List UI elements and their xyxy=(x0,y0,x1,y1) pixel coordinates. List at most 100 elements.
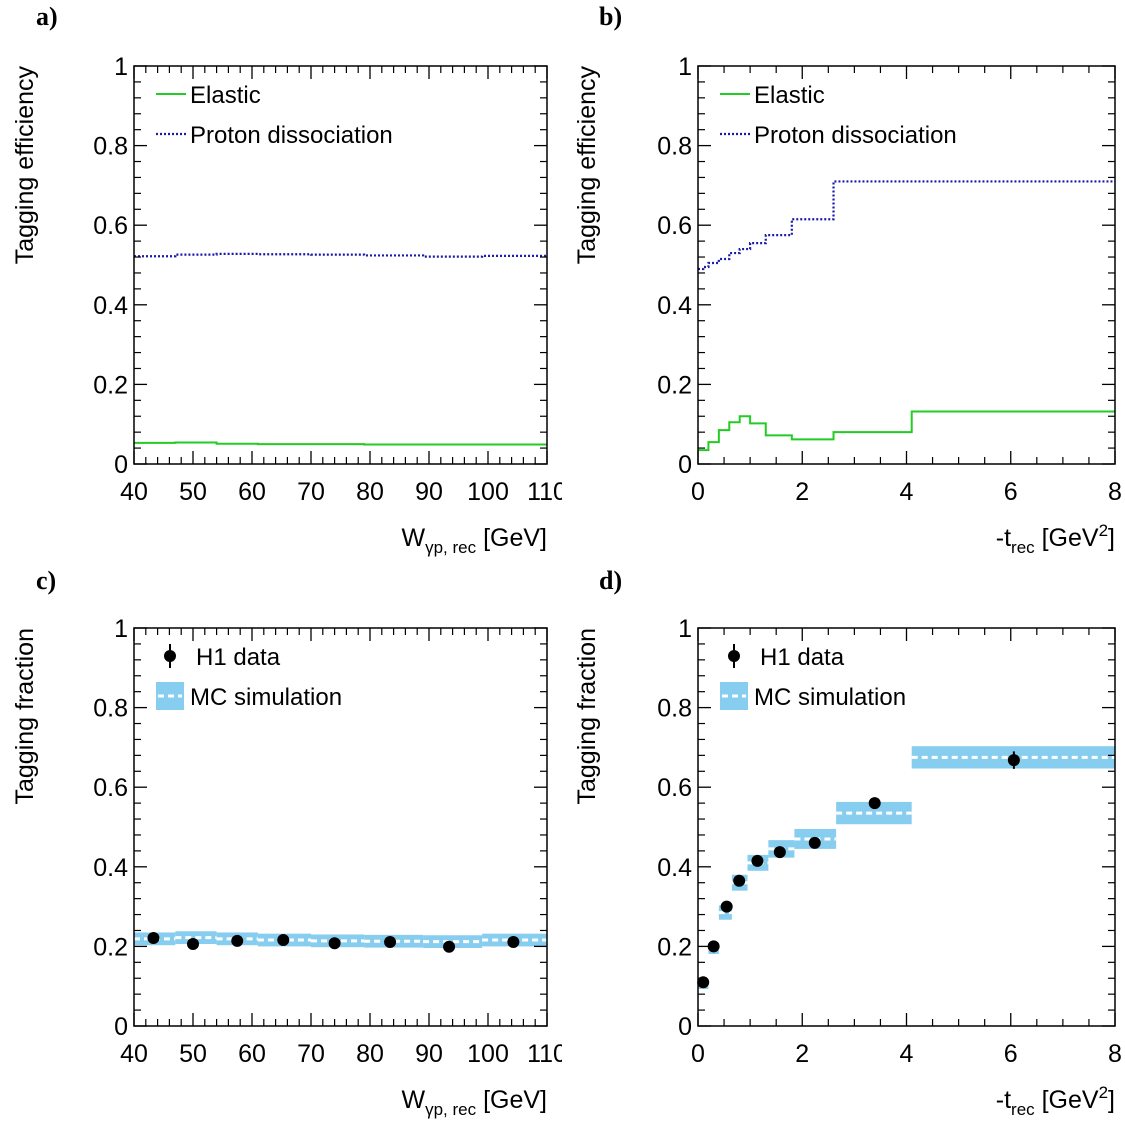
x-tick-label: 60 xyxy=(238,1040,266,1068)
elastic-histogram xyxy=(134,441,547,446)
x-tick-label: 8 xyxy=(1108,478,1122,506)
elastic-histogram xyxy=(698,410,1115,452)
y-axis-title: Tagging efficiency xyxy=(11,66,39,265)
x-tick-label: 50 xyxy=(179,478,207,506)
data-point xyxy=(187,938,199,951)
x-axis-title: -trec [GeV2] xyxy=(996,1083,1115,1119)
plot-area xyxy=(134,252,547,446)
panel-c: c) 0 0.2 0.4 0.6 0.8 1 40 50 60 70 80 90 100 110 Taggi… xyxy=(0,560,562,1123)
x-tick-label: 4 xyxy=(900,478,914,506)
data-point xyxy=(751,854,764,867)
proton-dissociation-histogram xyxy=(134,252,547,258)
y-tick-label: 0.6 xyxy=(93,774,128,802)
x-tick-label: 8 xyxy=(1108,1040,1122,1068)
x-axis-title: Wγp, rec [GeV] xyxy=(401,524,547,557)
panel-b: b) 0 0.2 0.4 0.6 0.8 1 0 2 4 6 8 Tagging efficiency… xyxy=(562,0,1125,560)
x-axis-title-unit: [GeV xyxy=(1035,524,1099,552)
data-point xyxy=(384,936,397,949)
x-tick-label: 70 xyxy=(297,478,325,506)
x-tick-label: 80 xyxy=(356,1040,384,1068)
x-tick-label: 2 xyxy=(795,478,809,506)
axis-ticks xyxy=(697,627,1116,1027)
x-axis-title-subscript: rec xyxy=(1011,1100,1035,1119)
y-tick-label: 0.6 xyxy=(93,212,128,240)
x-axis-title-subscript: γp, rec xyxy=(425,1100,477,1119)
y-tick-label: 0.2 xyxy=(657,933,692,961)
legend-data-marker xyxy=(728,650,740,662)
x-tick-label: 100 xyxy=(467,478,509,506)
x-axis-title-unit: [GeV] xyxy=(476,1086,547,1114)
x-axis-title-unit: [GeV] xyxy=(476,524,547,552)
data-point xyxy=(277,934,290,947)
data-point xyxy=(697,976,710,989)
legend-pdiss-label: Proton dissociation xyxy=(190,122,393,149)
y-tick-label: 0 xyxy=(114,451,128,479)
y-tick-label: 0 xyxy=(114,1013,128,1041)
panel-d: d) 0 0.2 0.4 0.6 0.8 1 0 2 4 6 8 Tagging fraction -t… xyxy=(562,560,1125,1123)
x-tick-label: 70 xyxy=(297,1040,325,1068)
legend-data-label: H1 data xyxy=(760,644,845,671)
x-tick-label: 100 xyxy=(467,1040,509,1068)
x-tick-label: 40 xyxy=(120,478,148,506)
x-tick-label: 0 xyxy=(691,1040,705,1068)
x-axis-title: -trec [GeV2] xyxy=(996,521,1115,557)
x-axis-title-subscript: γp, rec xyxy=(425,538,477,557)
data-point xyxy=(328,937,341,950)
data-point xyxy=(720,900,733,913)
y-tick-label: 1 xyxy=(678,53,692,81)
x-axis-title-unit: [GeV xyxy=(1035,1086,1099,1114)
data-point xyxy=(733,874,746,887)
chart-d: 0 0.2 0.4 0.6 0.8 1 0 2 4 6 8 Tagging fraction -trec… xyxy=(573,615,1122,1119)
panel-b-letter: b) xyxy=(599,2,623,31)
y-tick-label: 0.2 xyxy=(93,371,128,399)
x-tick-label: 0 xyxy=(691,478,705,506)
y-tick-label: 0.4 xyxy=(93,292,128,320)
plot-frame xyxy=(133,627,548,1027)
legend-data-marker xyxy=(164,650,176,662)
x-axis-title-main: W xyxy=(401,1086,425,1114)
legend-pdiss-label: Proton dissociation xyxy=(754,122,957,149)
plot-area xyxy=(134,931,547,953)
data-point xyxy=(868,797,881,810)
x-tick-label: 50 xyxy=(179,1040,207,1068)
y-tick-label: 0.8 xyxy=(93,133,128,161)
x-axis-title-end: ] xyxy=(1108,1086,1115,1114)
data-point xyxy=(231,934,244,947)
x-tick-label: 6 xyxy=(1004,1040,1018,1068)
legend-mc-label: MC simulation xyxy=(754,684,906,711)
y-tick-label: 1 xyxy=(114,615,128,643)
x-tick-label: 110 xyxy=(527,1040,562,1068)
y-tick-label: 0.2 xyxy=(657,371,692,399)
y-axis-title: Tagging fraction xyxy=(11,628,39,805)
y-tick-label: 0.2 xyxy=(93,933,128,961)
proton-dissociation-histogram xyxy=(698,180,1115,271)
chart-b: 0 0.2 0.4 0.6 0.8 1 0 2 4 6 8 Tagging efficiency -tr… xyxy=(573,53,1122,557)
legend-data-label: H1 data xyxy=(196,644,281,671)
panel-a: a) 0 0.2 0.4 0.6 0.8 1 40 50 60 70 80 90 100 110 Taggi… xyxy=(0,0,562,560)
x-axis-title-superscript: 2 xyxy=(1099,521,1108,540)
data-point xyxy=(707,940,720,953)
y-tick-label: 0.4 xyxy=(657,854,692,882)
x-tick-label: 40 xyxy=(120,1040,148,1068)
mc-band xyxy=(836,801,912,825)
panel-c-letter: c) xyxy=(36,566,57,595)
panel-a-letter: a) xyxy=(36,2,58,31)
data-point xyxy=(507,936,520,949)
plot-area xyxy=(697,746,1115,989)
y-axis-title: Tagging fraction xyxy=(573,628,601,805)
x-axis-title-main: -t xyxy=(996,1086,1011,1114)
data-point xyxy=(147,932,160,945)
y-tick-label: 0.8 xyxy=(657,133,692,161)
y-tick-label: 0 xyxy=(678,451,692,479)
data-point xyxy=(808,836,821,849)
x-axis-title-superscript: 2 xyxy=(1099,1083,1108,1102)
axis-ticks xyxy=(133,627,548,1027)
x-tick-label: 2 xyxy=(795,1040,809,1068)
y-tick-label: 0.6 xyxy=(657,212,692,240)
legend-elastic-label: Elastic xyxy=(754,82,825,109)
y-tick-label: 0.8 xyxy=(93,695,128,723)
x-axis-title-main: -t xyxy=(996,524,1011,552)
legend-mc-label: MC simulation xyxy=(190,684,342,711)
y-tick-label: 0.6 xyxy=(657,774,692,802)
data-point xyxy=(443,940,456,953)
